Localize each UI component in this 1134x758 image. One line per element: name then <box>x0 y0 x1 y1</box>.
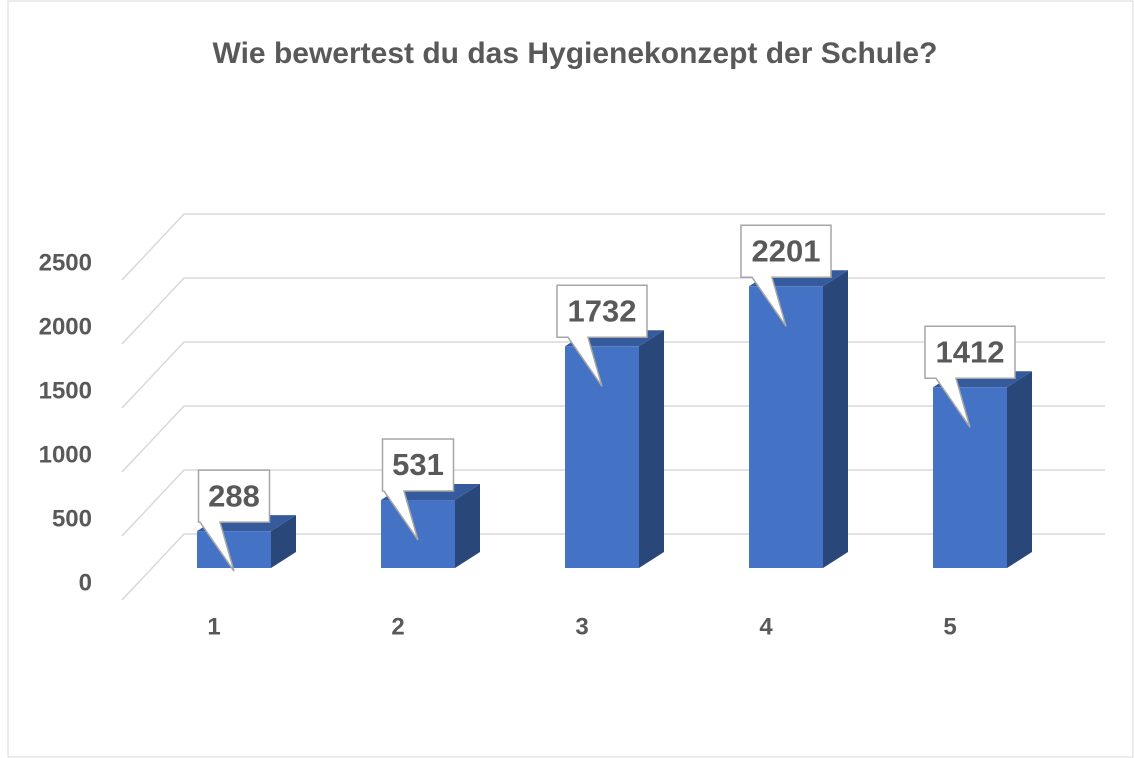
bar-side <box>1007 371 1032 568</box>
y-tick-label: 2000 <box>39 313 92 340</box>
bar-side <box>271 515 296 568</box>
bar-front <box>749 286 823 568</box>
label-callout <box>197 469 271 572</box>
x-tick-label: 4 <box>759 613 773 640</box>
y-tick-label: 0 <box>79 569 92 596</box>
y-tick-label: 1000 <box>39 441 92 468</box>
chart-title: Wie bewertest du das Hygienekonzept der … <box>213 37 938 70</box>
bar-front <box>933 387 1007 568</box>
bar-front <box>565 346 639 568</box>
value-label: 1732 <box>568 293 637 328</box>
x-tick-label: 5 <box>943 613 956 640</box>
value-label: 1412 <box>936 334 1005 369</box>
x-tick-label: 1 <box>207 613 220 640</box>
value-label: 288 <box>208 478 260 513</box>
grid-line <box>121 213 1105 281</box>
label-callout <box>924 325 1016 428</box>
label-callout <box>556 284 648 387</box>
value-label: 2201 <box>752 233 821 268</box>
x-tick-label: 3 <box>575 613 588 640</box>
bar-front <box>197 531 271 568</box>
bar <box>565 330 664 568</box>
value-label: 531 <box>392 447 444 482</box>
y-tick-label: 500 <box>52 505 92 532</box>
label-callout <box>740 224 832 327</box>
bar-side <box>823 270 848 568</box>
y-tick-label: 1500 <box>39 377 92 404</box>
bar <box>933 371 1032 568</box>
bar-front <box>381 500 455 568</box>
bar <box>749 270 848 568</box>
label-callout <box>381 438 455 541</box>
bar-side <box>455 484 480 568</box>
x-tick-label: 2 <box>391 613 404 640</box>
bar-side <box>639 330 664 568</box>
y-tick-label: 2500 <box>39 249 92 276</box>
